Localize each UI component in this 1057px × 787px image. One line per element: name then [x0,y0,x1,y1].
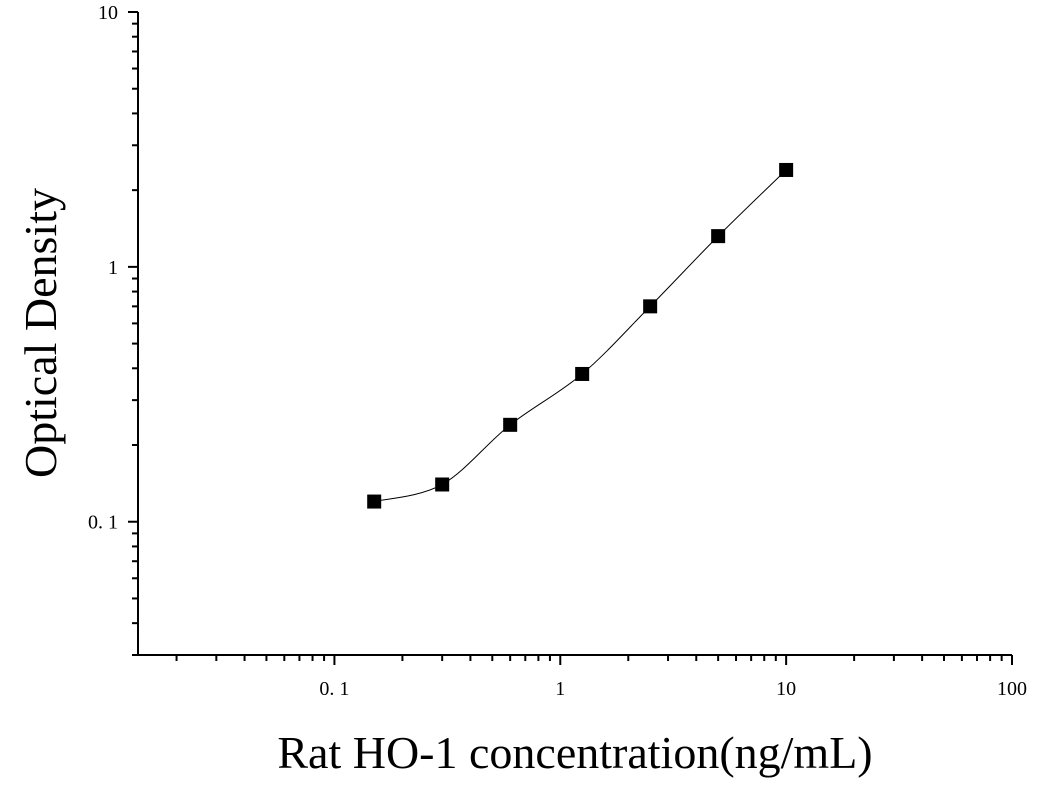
y-tick-label: 10 [98,2,118,24]
x-tick-label: 1 [555,678,565,700]
axes [137,12,1012,656]
y-axis-title: Optical Density [15,188,66,478]
data-points [367,162,794,509]
data-point [435,477,450,492]
data-point [575,366,590,381]
tick-labels: 0. 1 1 10 100 0. 1 1 10 [88,2,1027,700]
fit-curve [374,169,787,503]
y-tick-label: 0. 1 [88,512,118,534]
data-point [503,417,518,432]
tick-marks [128,11,1013,665]
data-point [711,229,726,244]
x-tick-label: 0. 1 [319,678,349,700]
data-point [779,162,794,177]
x-tick-label: 100 [997,678,1027,700]
x-axis-title: Rat HO-1 concentration(ng/mL) [277,727,872,778]
data-point [643,299,658,314]
data-point [367,494,382,509]
y-tick-label: 1 [108,257,118,279]
x-tick-label: 10 [776,678,796,700]
